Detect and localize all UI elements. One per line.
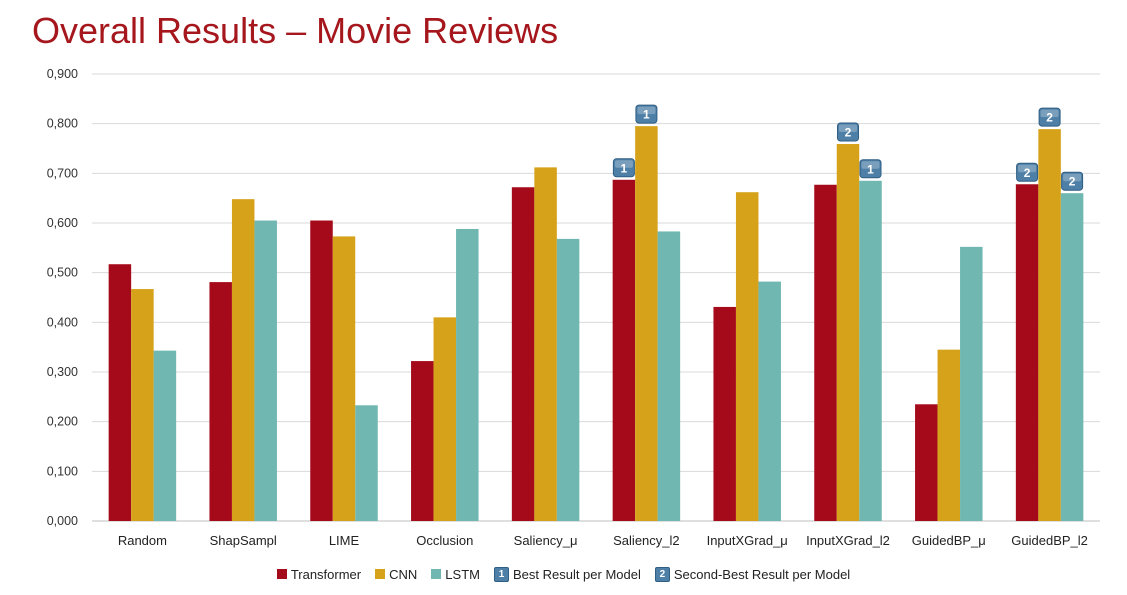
bar-cnn-4 <box>534 167 557 521</box>
bar-lstm-6 <box>758 281 781 521</box>
bar-transformer-5 <box>612 179 636 522</box>
y-tick-label: 0,400 <box>47 315 78 329</box>
bar-cnn-2 <box>332 236 356 521</box>
y-tick-label: 0,700 <box>47 166 78 180</box>
bar-transformer-6 <box>713 306 736 521</box>
x-tick-label: InputXGrad_μ <box>707 533 788 548</box>
rank-badge-icon <box>1016 162 1039 182</box>
bar-cnn-3 <box>433 317 457 521</box>
y-tick-label: 0,200 <box>47 415 78 429</box>
bar-lstm-5 <box>657 231 681 521</box>
rank-badge-icon <box>837 122 859 142</box>
rank-badge-icon <box>612 158 635 178</box>
rank-badge-icon <box>859 159 882 179</box>
y-tick-label: 0,800 <box>47 117 78 131</box>
x-tick-label: ShapSampl <box>210 533 277 548</box>
legend-label-best: Best Result per Model <box>512 566 641 582</box>
bar-lstm-2 <box>355 405 378 521</box>
x-tick-label: Saliency_l2 <box>613 533 680 548</box>
bar-cnn-0 <box>131 289 154 521</box>
rank-badge-icon <box>635 104 658 124</box>
bar-cnn-9 <box>1038 129 1061 521</box>
bar-transformer-3 <box>411 361 434 521</box>
chart-legend: Transformer CNN LSTM 1 Best Result per M… <box>0 562 1127 586</box>
rank-badge-shine <box>614 160 633 168</box>
bar-transformer-7 <box>814 184 837 522</box>
rank-badge-icon <box>1061 171 1084 191</box>
cnn-swatch <box>375 569 386 579</box>
x-tick-label: Occlusion <box>416 533 473 548</box>
rank-badge-shine <box>1040 109 1059 118</box>
x-tick-label: Random <box>118 533 167 548</box>
bar-transformer-4 <box>511 187 535 522</box>
bar-lstm-3 <box>456 228 479 521</box>
lstm-swatch <box>431 569 442 579</box>
legend-label-lstm: LSTM <box>445 566 480 582</box>
bar-transformer-9 <box>1015 184 1039 521</box>
rank-badge-label: 2 <box>1024 166 1031 180</box>
legend-label-cnn: CNN <box>389 566 418 582</box>
rank-badge-label: 2 <box>1069 175 1076 189</box>
bar-cnn-8 <box>937 349 961 521</box>
rank-badge-shine <box>637 106 656 115</box>
bar-cnn-7 <box>836 144 860 521</box>
y-tick-label: 0,300 <box>47 365 78 379</box>
legend-item-transformer: Transformer <box>276 566 362 582</box>
bar-transformer-0 <box>108 264 132 521</box>
rank-badge-label: 2 <box>845 126 852 140</box>
rank-badge-shine <box>1063 173 1082 182</box>
bar-lstm-8 <box>960 246 983 521</box>
second-best-badge-icon: 2 <box>654 566 670 582</box>
bar-lstm-1 <box>254 220 277 521</box>
rank-badge-icon <box>1038 107 1061 127</box>
bar-lstm-7 <box>859 180 882 522</box>
legend-item-lstm: LSTM <box>431 567 480 582</box>
legend-item-best: 1 Best Result per Model <box>493 566 641 582</box>
x-tick-label: GuidedBP_μ <box>912 533 986 548</box>
bar-cnn-6 <box>735 192 759 521</box>
bar-lstm-4 <box>556 238 580 522</box>
y-tick-label: 0,500 <box>47 266 78 280</box>
rank-badge-label: 2 <box>1046 111 1053 125</box>
bar-chart: 0,000 0,100 0,200 0,300 0,400 0,500 0,600 0,700… <box>47 67 1100 548</box>
slide-title: Overall Results – Movie Reviews <box>32 10 559 51</box>
x-tick-label: LIME <box>329 533 360 548</box>
y-tick-label: 0,600 <box>47 216 78 230</box>
y-tick-label: 0,000 <box>47 514 78 528</box>
legend-item-second-best: 2 Second-Best Result per Model <box>654 566 851 582</box>
legend-label-second-best: Second-Best Result per Model <box>673 566 851 582</box>
rank-badge-label: 1 <box>643 108 650 122</box>
x-tick-label: InputXGrad_l2 <box>806 533 890 548</box>
bar-lstm-9 <box>1060 193 1084 521</box>
rank-badge-shine <box>861 161 880 169</box>
bar-cnn-5 <box>635 126 658 522</box>
best-badge-icon: 1 <box>493 566 509 582</box>
bar-transformer-2 <box>310 220 333 521</box>
bar-transformer-8 <box>915 404 938 521</box>
bar-lstm-0 <box>153 350 177 521</box>
x-tick-label: GuidedBP_l2 <box>1011 533 1088 548</box>
x-tick-label: Saliency_μ <box>514 533 578 548</box>
bar-cnn-1 <box>231 199 255 521</box>
rank-badge-label: 1 <box>867 162 874 176</box>
y-tick-label: 0,900 <box>47 67 78 81</box>
legend-label-transformer: Transformer <box>290 566 362 582</box>
rank-badge-label: 1 <box>621 161 628 175</box>
rank-badge-shine <box>1018 164 1037 173</box>
transformer-swatch <box>276 569 287 579</box>
bar-transformer-1 <box>209 282 232 521</box>
legend-item-cnn: CNN <box>375 567 417 582</box>
rank-badge-shine <box>839 124 857 133</box>
y-tick-label: 0,100 <box>47 464 78 478</box>
